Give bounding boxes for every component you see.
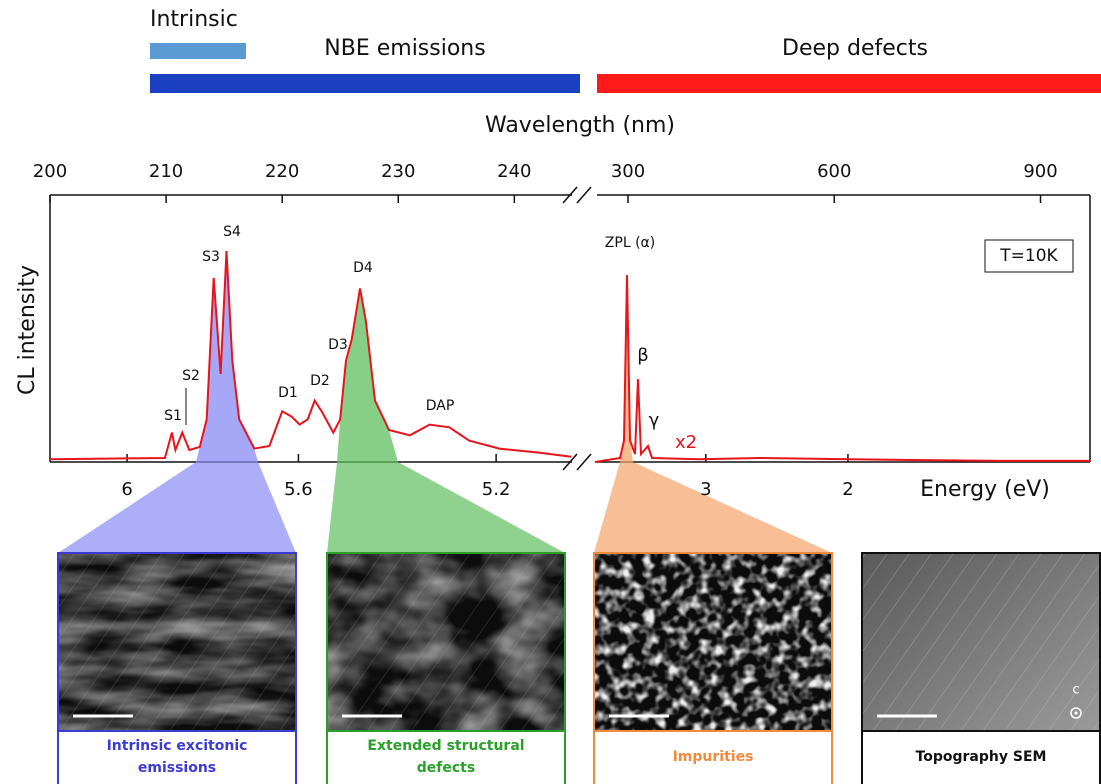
caption-box bbox=[57, 730, 297, 784]
x2-tick-label: 2 bbox=[842, 479, 853, 500]
axis-vector: c bbox=[1072, 683, 1079, 698]
x2-tick-label: 3 bbox=[700, 479, 711, 500]
spectrum bbox=[594, 275, 1091, 463]
image-texture bbox=[594, 553, 832, 731]
peak-label: S2 bbox=[182, 368, 200, 384]
caption-box bbox=[861, 730, 1101, 784]
caption-box bbox=[593, 730, 833, 784]
temp-label: T=10K bbox=[999, 246, 1058, 266]
peak-label: S1 bbox=[164, 408, 182, 424]
caption: Topography SEM bbox=[916, 749, 1047, 765]
peak-label: S3 bbox=[202, 249, 220, 265]
projection bbox=[327, 462, 565, 553]
x-axis-title: Wavelength (nm) bbox=[485, 113, 675, 138]
x-tick-label: 300 bbox=[611, 161, 645, 182]
caption: defects bbox=[417, 760, 475, 776]
peak-label: γ bbox=[649, 410, 660, 431]
x-tick-label: 230 bbox=[381, 161, 415, 182]
axis-dot bbox=[1074, 711, 1078, 715]
bar bbox=[150, 74, 580, 93]
x-tick-label: 900 bbox=[1023, 161, 1057, 182]
caption: Impurities bbox=[673, 749, 754, 765]
x2-tick-label: 5.2 bbox=[482, 479, 511, 500]
x2-tick-label: 6 bbox=[121, 479, 132, 500]
peak-label: D2 bbox=[310, 373, 330, 389]
peak-label: D3 bbox=[328, 337, 348, 353]
x-tick-label: 240 bbox=[497, 161, 531, 182]
highlight bbox=[620, 275, 633, 462]
caption-box bbox=[326, 730, 566, 784]
x-tick-label: 210 bbox=[149, 161, 183, 182]
caption: Extended structural bbox=[367, 738, 524, 754]
peak-label: D4 bbox=[353, 260, 373, 276]
peak-label: β bbox=[637, 345, 649, 366]
axis-dot bbox=[1070, 707, 1082, 719]
projection bbox=[594, 462, 832, 553]
scale-note: x2 bbox=[675, 432, 697, 453]
x2-tick-label: 5.6 bbox=[284, 479, 313, 500]
frame bbox=[49, 186, 1091, 471]
x-tick-label: 600 bbox=[817, 161, 851, 182]
bar bbox=[597, 74, 1101, 93]
image-streaks bbox=[327, 553, 565, 731]
spectrum bbox=[49, 251, 572, 461]
projection bbox=[58, 462, 296, 553]
y-axis-title: CL intensity bbox=[15, 265, 40, 395]
peak-label: DAP bbox=[426, 398, 455, 414]
bar-label: Intrinsic bbox=[150, 7, 238, 32]
temp-box bbox=[984, 239, 1074, 273]
bar-label: NBE emissions bbox=[324, 36, 485, 61]
peak-label: S4 bbox=[223, 224, 241, 240]
bar bbox=[150, 43, 246, 59]
x-tick-label: 200 bbox=[33, 161, 67, 182]
image-streaks bbox=[862, 553, 1100, 731]
caption: Intrinsic excitonic bbox=[107, 738, 248, 754]
caption: emissions bbox=[138, 760, 216, 776]
peak-label: ZPL (α) bbox=[605, 235, 655, 251]
bar-label: Deep defects bbox=[782, 36, 928, 61]
highlight bbox=[196, 251, 258, 462]
highlight bbox=[337, 288, 398, 462]
image-streaks bbox=[58, 553, 296, 731]
x2-axis-title: Energy (eV) bbox=[920, 477, 1050, 502]
peak-label: D1 bbox=[278, 385, 298, 401]
x-tick-label: 220 bbox=[265, 161, 299, 182]
